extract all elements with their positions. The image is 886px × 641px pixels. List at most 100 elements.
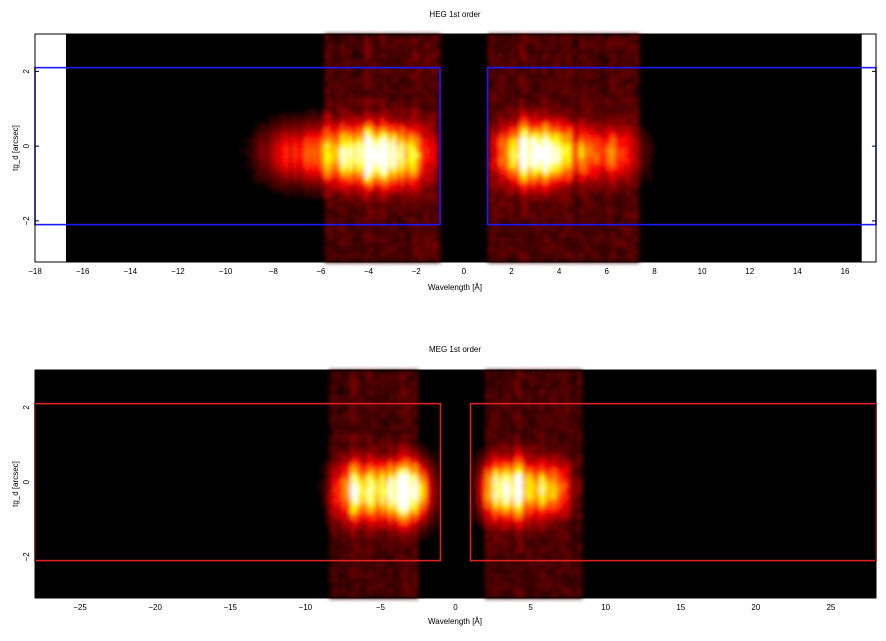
heatmap-cell (409, 568, 414, 574)
heatmap-cell (426, 479, 431, 485)
heatmap-cell (551, 188, 556, 194)
heatmap-cell (611, 69, 616, 75)
heatmap-cell (352, 143, 357, 149)
heatmap-cell (412, 203, 417, 209)
heatmap-cell (436, 237, 441, 243)
heatmap-cell (516, 252, 521, 258)
heatmap-cell (587, 207, 592, 213)
heatmap-cell (524, 158, 529, 164)
heatmap-cell (563, 79, 568, 85)
heatmap-cell (512, 123, 517, 129)
heatmap-cell (510, 390, 515, 396)
heatmap-cell (317, 113, 322, 119)
heatmap-cell (392, 148, 397, 154)
heatmap-cell (615, 74, 620, 80)
heatmap-cell (340, 98, 345, 104)
heatmap-cell (364, 118, 369, 124)
heatmap-cell (631, 59, 636, 65)
heatmap-cell (413, 459, 418, 465)
heatmap-cell (510, 553, 515, 559)
heatmap-cell (277, 173, 282, 179)
heatmap-cell (547, 242, 552, 248)
heatmap-cell (524, 237, 529, 243)
heatmap-cell (371, 578, 376, 584)
heatmap-cell (348, 54, 353, 60)
heatmap-cell (615, 138, 620, 144)
heatmap-cell (317, 123, 322, 129)
heatmap-cell (364, 39, 369, 45)
heatmap-cell (502, 385, 507, 391)
heatmap-cell (346, 410, 351, 416)
heatmap-cell (409, 444, 414, 450)
heatmap-cell (481, 454, 486, 460)
heatmap-cell (416, 103, 421, 109)
heatmap-cell (508, 207, 513, 213)
heatmap-cell (257, 178, 262, 184)
heatmap-cell (348, 34, 353, 40)
heatmap-cell (611, 158, 616, 164)
heatmap-cell (329, 69, 334, 75)
heatmap-cell (619, 178, 624, 184)
heatmap-cell (337, 178, 342, 184)
heatmap-cell (334, 469, 339, 475)
heatmap-cell (506, 449, 511, 455)
heatmap-cell (333, 93, 338, 99)
heatmap-cell (392, 34, 397, 40)
heatmap-cell (481, 474, 486, 480)
heatmap-cell (342, 449, 347, 455)
heatmap-cell (405, 514, 410, 520)
heatmap-cell (559, 128, 564, 134)
heatmap-cell (380, 44, 385, 50)
heatmap-cell (527, 232, 532, 238)
heatmap-cell (579, 143, 584, 149)
heatmap-cell (384, 434, 389, 440)
heatmap-cell (405, 578, 410, 584)
heatmap-cell (371, 484, 376, 490)
heatmap-cell (350, 553, 355, 559)
heatmap-cell (416, 118, 421, 124)
heatmap-cell (428, 79, 433, 85)
heatmap-cell (355, 410, 360, 416)
heatmap-cell (599, 93, 604, 99)
heatmap-cell (422, 494, 427, 500)
heatmap-cell (401, 434, 406, 440)
heatmap-cell (547, 203, 552, 209)
heatmap-cell (350, 370, 355, 376)
heatmap-cell (527, 188, 532, 194)
heatmap-cell (527, 59, 532, 65)
heatmap-cell (516, 203, 521, 209)
heatmap-cell (367, 479, 372, 485)
heatmap-cell (409, 380, 414, 386)
heatmap-cell (342, 385, 347, 391)
heatmap-cell (352, 183, 357, 189)
heatmap-cell (392, 425, 397, 431)
heatmap-cell (519, 400, 524, 406)
heatmap-cell (595, 203, 600, 209)
heatmap-cell (344, 143, 349, 149)
heatmap-cell (595, 133, 600, 139)
heatmap-cell (396, 84, 401, 90)
heatmap-cell (325, 459, 330, 465)
heatmap-cell (603, 113, 608, 119)
heatmap-cell (432, 64, 437, 70)
heatmap-cell (359, 390, 364, 396)
heatmap-cell (563, 123, 568, 129)
heatmap-cell (424, 113, 429, 119)
heatmap-cell (579, 252, 584, 258)
heatmap-cell (350, 405, 355, 411)
heatmap-cell (516, 79, 521, 85)
heatmap-cell (623, 98, 628, 104)
heatmap-cell (510, 474, 515, 480)
heatmap-cell (575, 242, 580, 248)
heatmap-cell (489, 524, 494, 530)
heatmap-cell (611, 217, 616, 223)
heatmap-cell (329, 153, 334, 159)
heatmap-cell (496, 252, 501, 258)
heatmap-cell (392, 178, 397, 184)
heatmap-cell (359, 449, 364, 455)
heatmap-cell (492, 79, 497, 85)
heatmap-cell (388, 108, 393, 114)
heatmap-cell (397, 578, 402, 584)
x-tick-label: 16 (841, 267, 850, 276)
heatmap-cell (376, 193, 381, 199)
